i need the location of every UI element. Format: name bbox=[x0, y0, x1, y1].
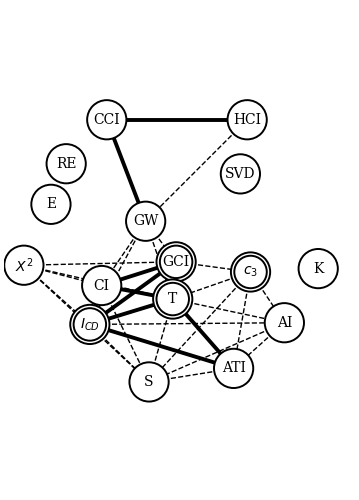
Circle shape bbox=[221, 154, 260, 194]
Circle shape bbox=[87, 100, 126, 140]
Text: $c_3$: $c_3$ bbox=[243, 265, 258, 279]
Circle shape bbox=[299, 249, 338, 288]
Text: S: S bbox=[144, 375, 154, 389]
Text: RE: RE bbox=[56, 156, 76, 170]
Circle shape bbox=[214, 349, 253, 388]
Circle shape bbox=[231, 252, 270, 292]
Circle shape bbox=[265, 303, 304, 343]
Text: CCI: CCI bbox=[93, 113, 120, 127]
Circle shape bbox=[47, 144, 86, 184]
Circle shape bbox=[4, 246, 43, 285]
Text: SVD: SVD bbox=[225, 167, 256, 181]
Circle shape bbox=[228, 100, 267, 140]
Text: CI: CI bbox=[94, 278, 110, 292]
Text: E: E bbox=[46, 198, 56, 211]
Circle shape bbox=[31, 184, 71, 224]
Circle shape bbox=[130, 362, 169, 402]
Text: GCI: GCI bbox=[163, 255, 190, 269]
Text: HCI: HCI bbox=[233, 113, 261, 127]
Text: $X^2$: $X^2$ bbox=[15, 256, 33, 274]
Text: AI: AI bbox=[277, 316, 292, 330]
Text: T: T bbox=[168, 292, 177, 306]
Text: ATI: ATI bbox=[222, 362, 246, 376]
Text: GW: GW bbox=[133, 214, 158, 228]
Circle shape bbox=[82, 266, 121, 305]
Circle shape bbox=[157, 242, 196, 282]
Circle shape bbox=[153, 280, 192, 318]
Circle shape bbox=[70, 305, 109, 344]
Circle shape bbox=[126, 202, 165, 241]
Text: K: K bbox=[313, 262, 323, 276]
Text: $I_{CD}$: $I_{CD}$ bbox=[80, 316, 100, 332]
